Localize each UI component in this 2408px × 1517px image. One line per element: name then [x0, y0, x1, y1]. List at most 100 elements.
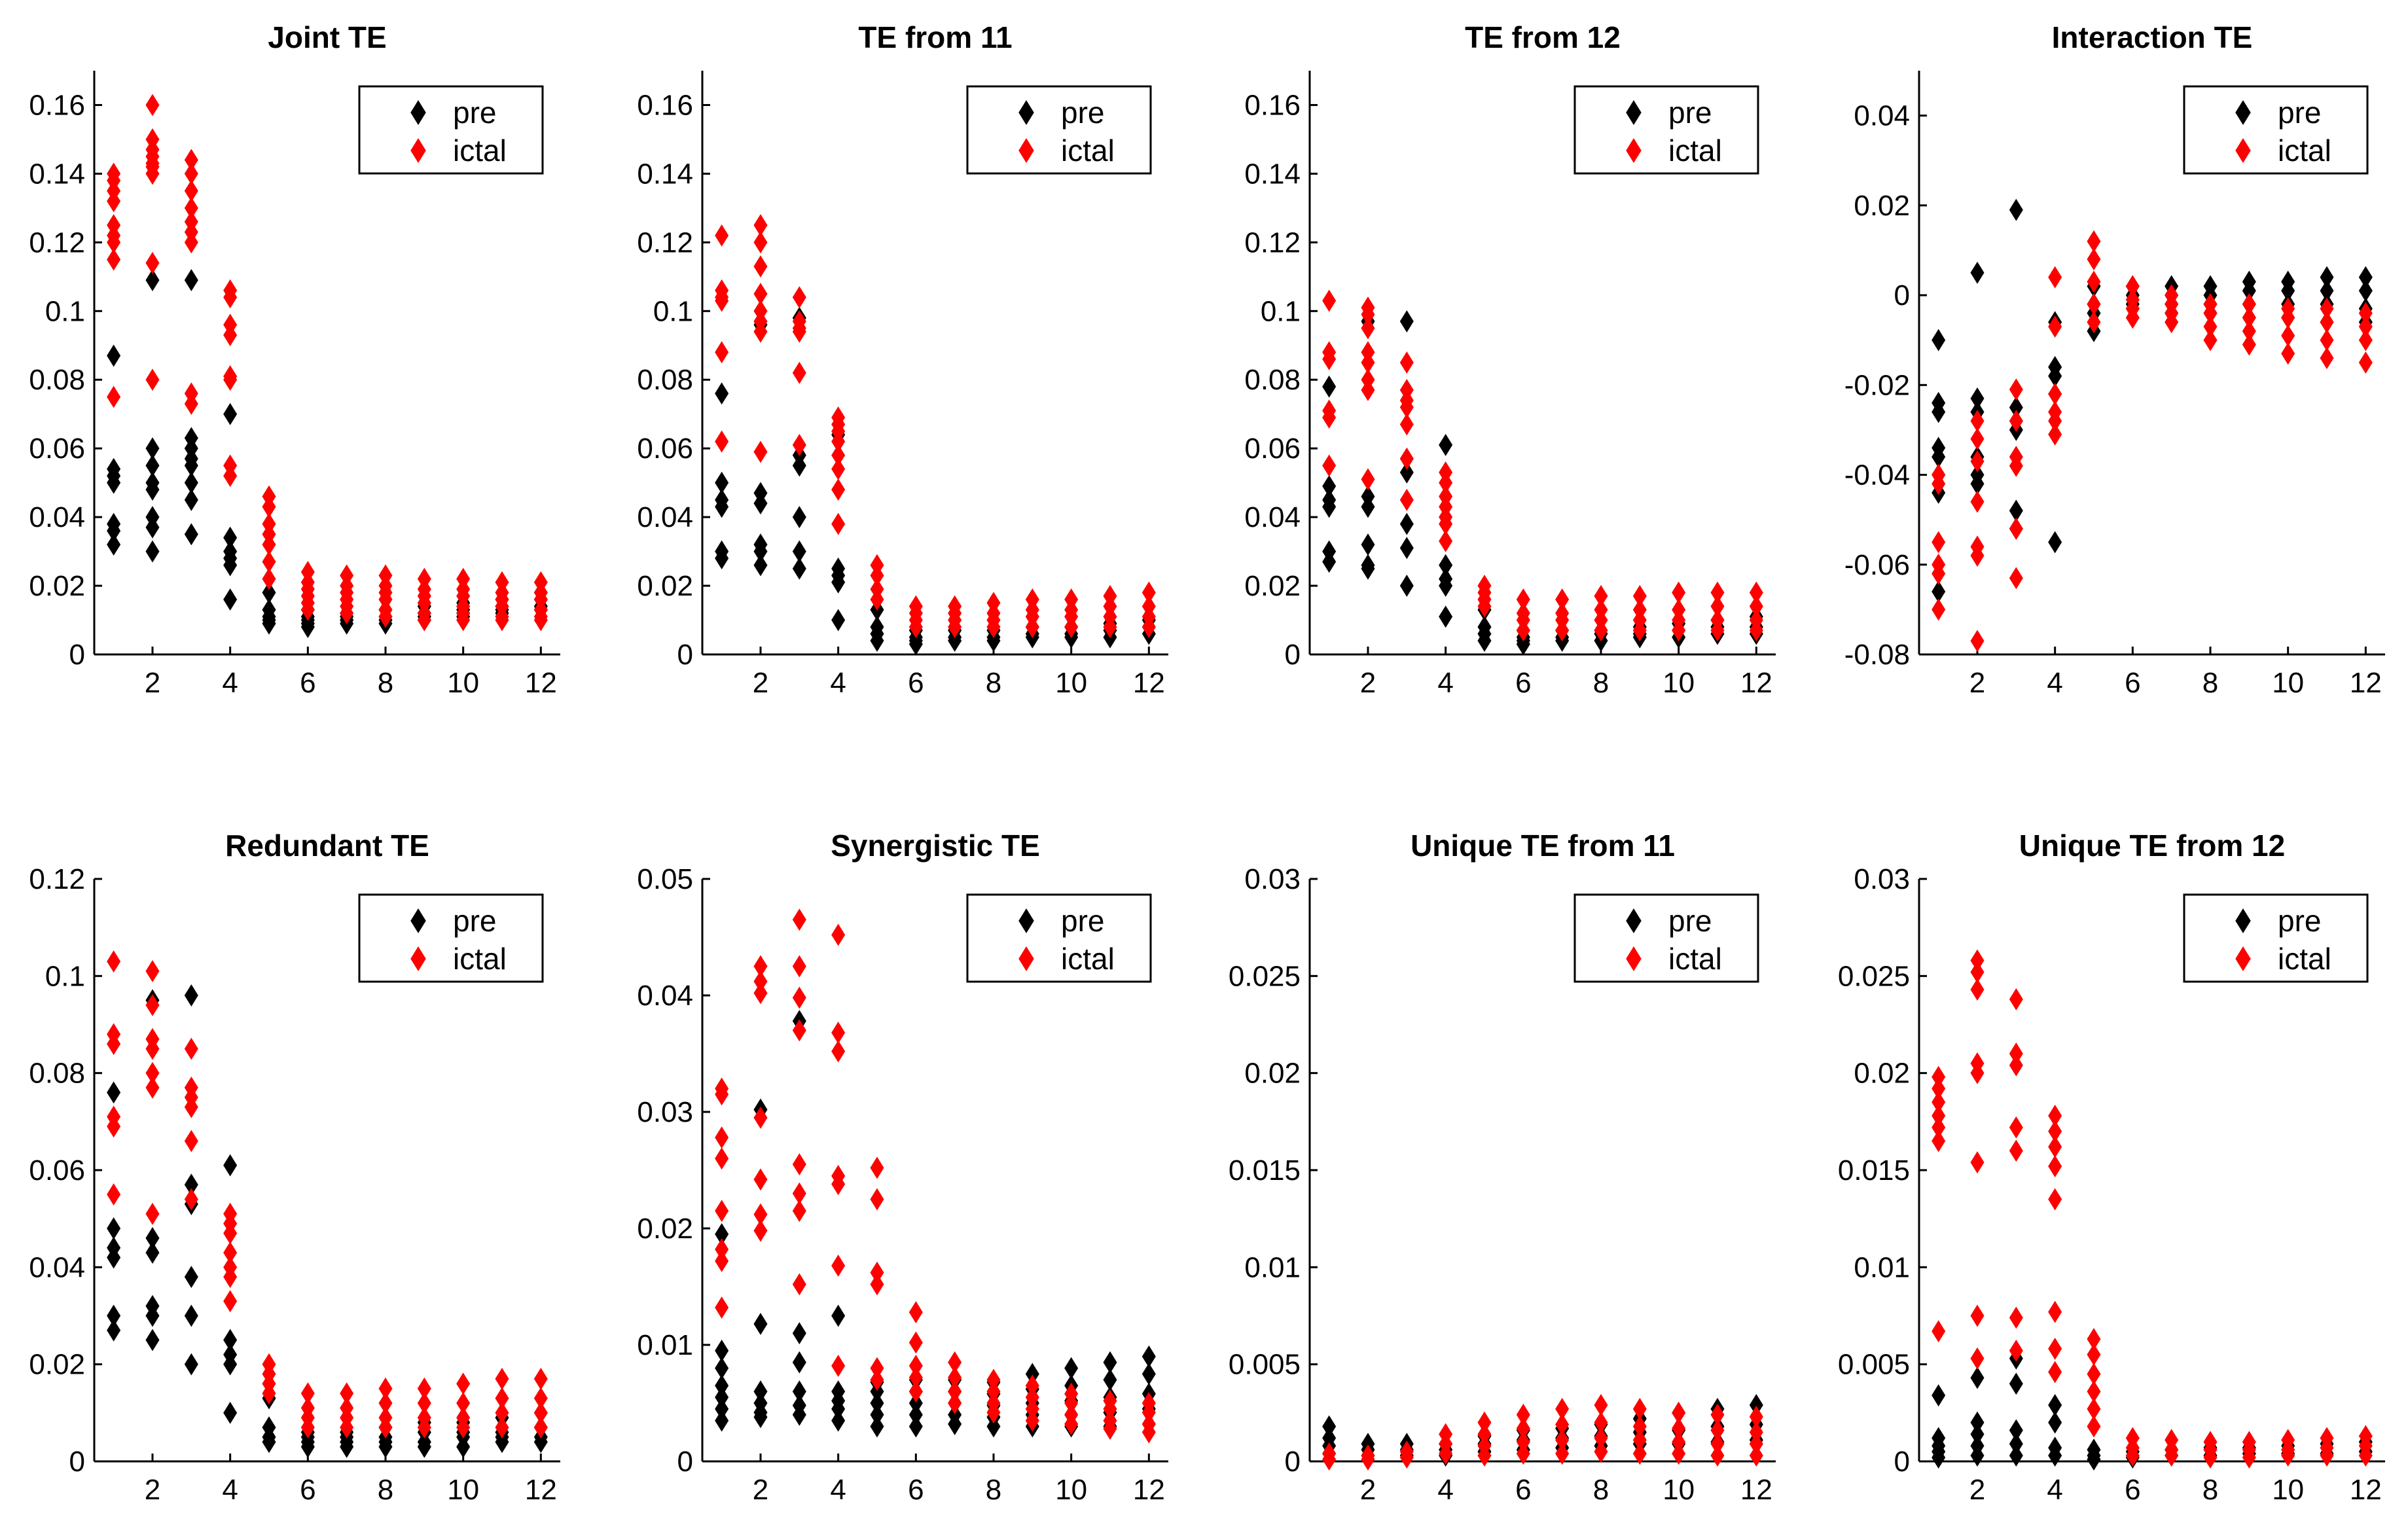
panel-title: Redundant TE — [225, 829, 429, 863]
legend-marker-pre — [410, 908, 426, 933]
point-ictal — [986, 1401, 1001, 1424]
point-ictal — [300, 1416, 315, 1439]
panel-title: Unique TE from 12 — [2019, 829, 2285, 863]
point-ictal — [753, 255, 768, 278]
point-ictal — [908, 616, 923, 638]
point-ictal — [262, 1382, 276, 1405]
point-ictal — [223, 465, 238, 488]
point-ictal — [2009, 454, 2023, 477]
point-pre — [378, 1435, 393, 1458]
point-ictal — [870, 1188, 884, 1211]
point-ictal — [145, 368, 160, 391]
point-pre — [2009, 1372, 2023, 1395]
point-ictal — [1970, 1304, 1985, 1327]
y-tick-label: 0.025 — [1838, 960, 1910, 992]
point-ictal — [2048, 1337, 2062, 1360]
point-ictal — [1516, 619, 1530, 642]
y-tick-label: 0.1 — [1261, 295, 1301, 327]
point-ictal — [908, 1380, 923, 1403]
point-pre — [715, 382, 729, 405]
point-pre — [223, 588, 238, 611]
point-pre — [1399, 512, 1414, 535]
point-ictal — [753, 231, 768, 254]
point-ictal — [417, 609, 431, 632]
point-ictal — [1594, 619, 1608, 642]
legend-label-ictal: ictal — [1061, 942, 1115, 976]
point-ictal — [1594, 1440, 1608, 1463]
point-ictal — [715, 341, 729, 364]
point-ictal — [1103, 1418, 1117, 1440]
point-ictal — [1361, 317, 1375, 340]
point-ictal — [145, 993, 160, 1016]
point-ictal — [2048, 423, 2062, 446]
point-ictal — [715, 1147, 729, 1170]
point-ictal — [1025, 1409, 1039, 1432]
point-pre — [792, 506, 806, 529]
point-pre — [1970, 1366, 1985, 1389]
point-ictal — [2009, 567, 2023, 590]
point-pre — [715, 1409, 729, 1432]
y-tick-label: 0 — [1285, 1446, 1301, 1478]
x-tick-label: 4 — [222, 1474, 238, 1506]
point-ictal — [495, 1416, 509, 1439]
point-ictal — [2358, 351, 2373, 374]
point-pre — [184, 1353, 198, 1376]
point-ictal — [1632, 1442, 1647, 1465]
y-tick-label: 0.16 — [1244, 89, 1301, 121]
legend-marker-ictal — [1626, 946, 1642, 971]
point-pre — [1516, 633, 1530, 656]
point-ictal — [1632, 619, 1647, 642]
x-tick-label: 8 — [2202, 667, 2218, 699]
point-ictal — [792, 1153, 806, 1176]
point-pre — [870, 1415, 884, 1438]
point-ictal — [792, 1273, 806, 1296]
point-pre — [986, 1415, 1001, 1438]
point-ictal — [1399, 447, 1414, 470]
x-tick-label: 10 — [1662, 667, 1695, 699]
x-tick-label: 10 — [2272, 667, 2304, 699]
x-tick-label: 2 — [1360, 667, 1376, 699]
point-ictal — [1439, 1442, 1453, 1465]
point-ictal — [184, 231, 198, 254]
x-tick-label: 6 — [300, 1474, 315, 1506]
y-tick-label: 0.01 — [1854, 1251, 1910, 1283]
y-tick-label: 0.06 — [29, 433, 85, 465]
point-pre — [456, 1435, 471, 1458]
point-pre — [753, 1406, 768, 1429]
point-pre — [1439, 433, 1453, 456]
point-pre — [1932, 401, 1946, 423]
y-tick-label: 0.005 — [1229, 1349, 1301, 1381]
point-pre — [1399, 537, 1414, 560]
point-pre — [1322, 550, 1337, 573]
point-pre — [300, 616, 315, 638]
point-ictal — [184, 1188, 198, 1211]
x-tick-label: 6 — [908, 1474, 924, 1506]
point-ictal — [2281, 1444, 2295, 1467]
y-tick-label: 0 — [69, 1446, 85, 1478]
point-ictal — [715, 224, 729, 247]
point-pre — [715, 495, 729, 518]
point-ictal — [753, 440, 768, 463]
point-ictal — [378, 605, 393, 628]
x-tick-label: 12 — [525, 1474, 557, 1506]
point-pre — [223, 554, 238, 577]
point-ictal — [908, 1331, 923, 1354]
point-pre — [223, 1401, 238, 1424]
point-ictal — [1322, 348, 1337, 370]
point-ictal — [2242, 1446, 2256, 1469]
point-ictal — [145, 1076, 160, 1099]
point-ictal — [456, 609, 471, 632]
point-ictal — [1477, 595, 1492, 618]
panel-title: TE from 11 — [858, 20, 1012, 54]
y-tick-label: 0.015 — [1838, 1154, 1910, 1187]
legend-label-ictal: ictal — [1061, 134, 1115, 168]
y-tick-label: 0.1 — [45, 960, 85, 992]
point-ictal — [1970, 490, 1985, 513]
point-ictal — [2009, 988, 2023, 1010]
legend-label-ictal: ictal — [453, 942, 507, 976]
point-ictal — [107, 190, 121, 213]
point-ictal — [1932, 598, 1946, 621]
point-pre — [2048, 1411, 2062, 1434]
point-ictal — [2165, 1444, 2179, 1467]
panel-1: Joint TE 0 0.02 0.04 0.06 0.08 0.1 0.12 0.14 0.16… — [29, 20, 560, 699]
